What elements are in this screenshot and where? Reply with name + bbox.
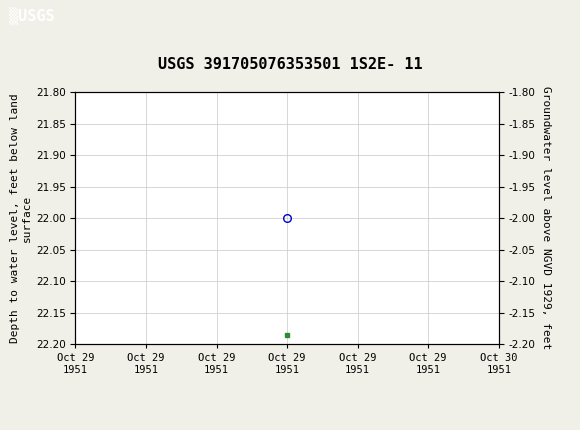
Text: USGS 391705076353501 1S2E- 11: USGS 391705076353501 1S2E- 11	[158, 57, 422, 72]
Text: ▒USGS: ▒USGS	[9, 7, 55, 25]
Y-axis label: Groundwater level above NGVD 1929, feet: Groundwater level above NGVD 1929, feet	[541, 86, 551, 350]
Y-axis label: Depth to water level, feet below land
surface: Depth to water level, feet below land su…	[10, 93, 32, 343]
